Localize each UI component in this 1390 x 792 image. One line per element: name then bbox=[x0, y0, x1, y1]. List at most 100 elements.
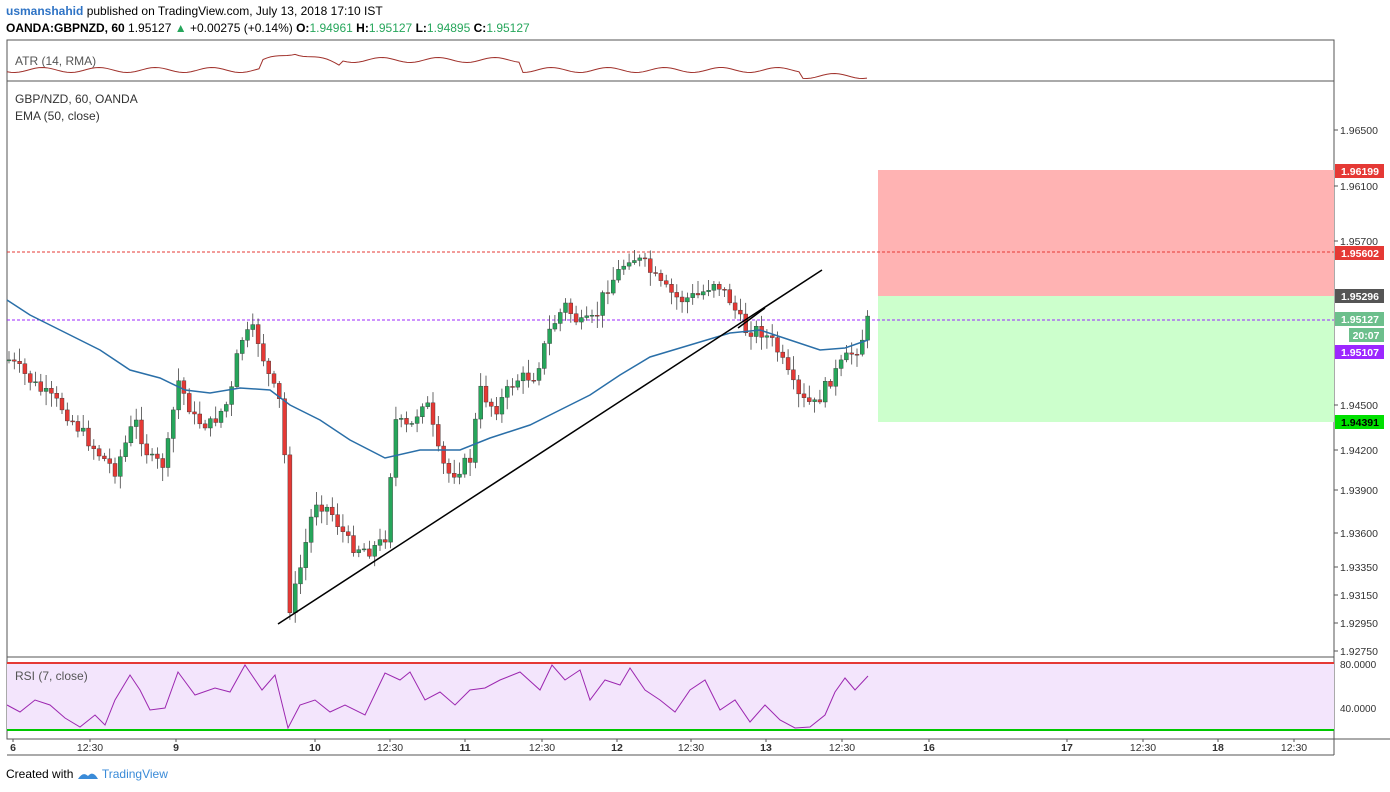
candle-body bbox=[340, 526, 346, 532]
candle-body bbox=[17, 361, 22, 364]
time-tick-label: 12:30 bbox=[829, 742, 855, 754]
candle-body bbox=[764, 335, 770, 338]
candle-body bbox=[70, 420, 75, 423]
rsi-label: RSI (7, close) bbox=[15, 669, 88, 683]
candle-body bbox=[197, 413, 203, 425]
candle-body bbox=[139, 419, 144, 445]
candle-body bbox=[780, 351, 785, 358]
svg-text:20:07: 20:07 bbox=[1353, 330, 1380, 342]
price-tick-label: 1.94200 bbox=[1340, 445, 1378, 457]
candle-body bbox=[377, 539, 383, 546]
candle-body bbox=[844, 352, 849, 361]
uptrend-line[interactable] bbox=[277, 269, 823, 625]
candle-body bbox=[579, 317, 584, 323]
candle-body bbox=[399, 418, 404, 420]
candlestick-series bbox=[6, 249, 870, 623]
candle-body bbox=[817, 399, 823, 403]
author-link[interactable]: usmanshahid bbox=[6, 4, 84, 18]
candle-body bbox=[595, 315, 600, 317]
time-axis: 6 12:30 9 10 12:30 11 12:30 12 12:30 13 12:30 16 17 1… bbox=[10, 739, 1307, 754]
candle-body bbox=[144, 443, 150, 456]
candle-body bbox=[112, 463, 118, 477]
candle-body bbox=[351, 535, 356, 553]
price-label-entry: 1.95296 bbox=[1335, 289, 1384, 303]
candle-body bbox=[128, 426, 134, 444]
candle-body bbox=[176, 380, 181, 411]
candle-body bbox=[255, 324, 261, 344]
candle-body bbox=[224, 404, 229, 412]
candle-body bbox=[12, 359, 17, 362]
time-tick-label: 18 bbox=[1212, 742, 1224, 754]
close-value: 1.95127 bbox=[486, 21, 530, 35]
price-label-resistance: 1.95602 bbox=[1335, 246, 1384, 260]
candle-body bbox=[202, 423, 208, 429]
candle-body bbox=[669, 284, 674, 293]
price-tick-label: 1.93150 bbox=[1340, 590, 1378, 602]
candle-body bbox=[308, 516, 314, 543]
open-value: 1.94961 bbox=[309, 21, 353, 35]
candle-body bbox=[346, 531, 351, 536]
candle-body bbox=[86, 427, 91, 447]
candle-body bbox=[483, 385, 489, 403]
time-tick-label: 12 bbox=[611, 742, 623, 754]
candle-body bbox=[208, 418, 213, 429]
candle-body bbox=[542, 343, 547, 369]
candle-body bbox=[828, 381, 833, 387]
time-tick-label: 9 bbox=[173, 742, 179, 754]
candle-body bbox=[584, 315, 589, 318]
candle-body bbox=[711, 284, 717, 291]
price-tick-label: 1.93900 bbox=[1340, 485, 1378, 497]
high-value: 1.95127 bbox=[368, 21, 413, 35]
candle-body bbox=[690, 293, 695, 298]
candle-body bbox=[229, 386, 234, 405]
high-label: H: bbox=[356, 21, 369, 35]
time-tick-label: 12:30 bbox=[77, 742, 103, 754]
candle-body bbox=[605, 292, 611, 294]
candle-body bbox=[6, 359, 12, 362]
candle-body bbox=[489, 401, 494, 407]
candle-body bbox=[467, 457, 473, 463]
candle-body bbox=[436, 424, 441, 447]
price-tick-label: 1.92950 bbox=[1340, 618, 1378, 630]
time-tick-label: 12:30 bbox=[1281, 742, 1307, 754]
candle-body bbox=[356, 549, 361, 553]
candle-body bbox=[271, 373, 277, 384]
candle-body bbox=[367, 548, 372, 557]
candle-body bbox=[160, 458, 165, 468]
candle-body bbox=[388, 477, 393, 543]
svg-text:1.95107: 1.95107 bbox=[1341, 347, 1379, 359]
candle-body bbox=[685, 297, 690, 303]
candle-body bbox=[335, 514, 340, 528]
candle-body bbox=[245, 329, 250, 341]
candle-body bbox=[33, 381, 38, 383]
candle-body bbox=[600, 292, 605, 316]
candle-body bbox=[494, 406, 499, 415]
candle-body bbox=[266, 360, 271, 374]
candle-body bbox=[218, 410, 224, 423]
trendline-extension[interactable] bbox=[737, 307, 766, 329]
candle-body bbox=[801, 393, 807, 398]
price-tick-label: 1.95700 bbox=[1340, 236, 1378, 248]
candle-body bbox=[293, 583, 298, 614]
candle-body bbox=[420, 406, 425, 418]
candle-body bbox=[414, 416, 420, 424]
close-label: C: bbox=[473, 21, 487, 35]
time-tick-label: 12:30 bbox=[529, 742, 555, 754]
candle-body bbox=[261, 343, 266, 362]
candle-body bbox=[59, 397, 65, 411]
time-tick-label: 17 bbox=[1061, 742, 1073, 754]
up-arrow-icon: ▲ bbox=[174, 21, 187, 35]
candle-body bbox=[552, 323, 558, 330]
candle-body bbox=[186, 393, 192, 413]
candle-body bbox=[796, 379, 801, 395]
tradingview-link[interactable]: TradingView bbox=[101, 767, 168, 781]
publish-text: published on TradingView.com, July 13, 2… bbox=[86, 4, 383, 18]
candle-body bbox=[568, 302, 573, 314]
take-profit-zone[interactable] bbox=[878, 296, 1334, 422]
candle-body bbox=[807, 397, 812, 402]
stop-loss-zone[interactable] bbox=[878, 170, 1334, 296]
symbol-info: OANDA:GBPNZD, 60 1.95127 ▲ +0.00275 (+0.… bbox=[6, 21, 530, 35]
candle-body bbox=[727, 289, 732, 304]
candle-body bbox=[80, 427, 86, 432]
